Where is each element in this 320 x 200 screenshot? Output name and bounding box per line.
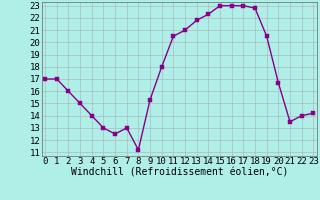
X-axis label: Windchill (Refroidissement éolien,°C): Windchill (Refroidissement éolien,°C)	[70, 168, 288, 178]
